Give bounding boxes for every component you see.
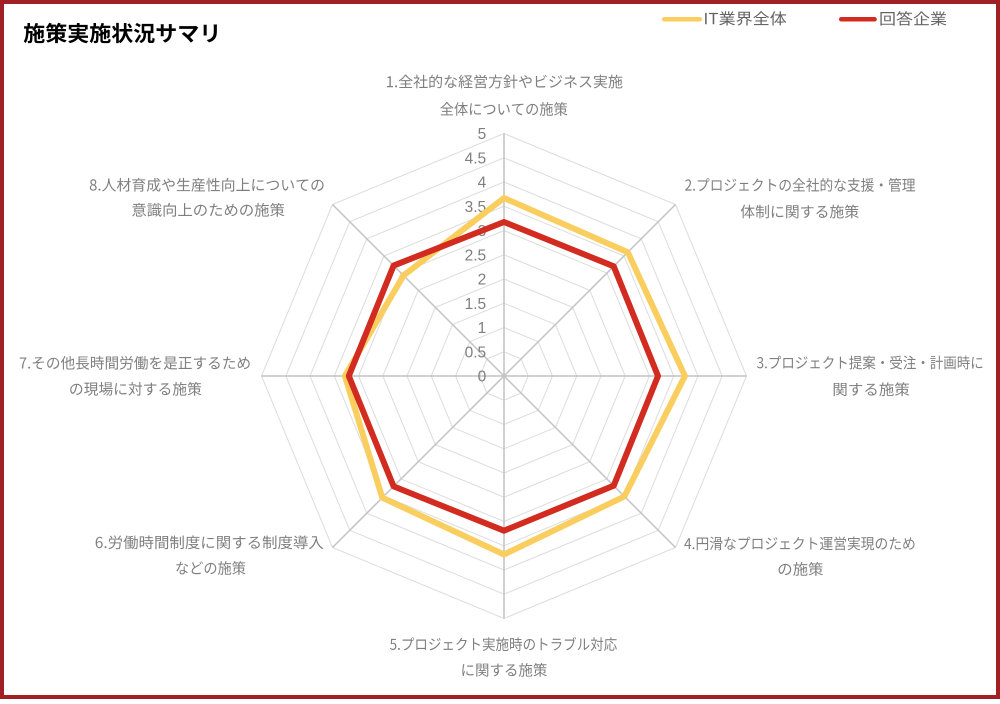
svg-text:3.5: 3.5: [465, 199, 487, 216]
svg-text:1.5: 1.5: [465, 296, 487, 313]
svg-text:0: 0: [478, 369, 487, 386]
svg-text:2.5: 2.5: [465, 247, 487, 264]
svg-text:0.5: 0.5: [465, 344, 487, 361]
svg-text:5: 5: [478, 126, 487, 143]
svg-text:1: 1: [478, 320, 487, 337]
svg-text:4: 4: [478, 175, 487, 192]
svg-text:4.5: 4.5: [465, 150, 487, 167]
svg-text:2: 2: [478, 272, 487, 289]
